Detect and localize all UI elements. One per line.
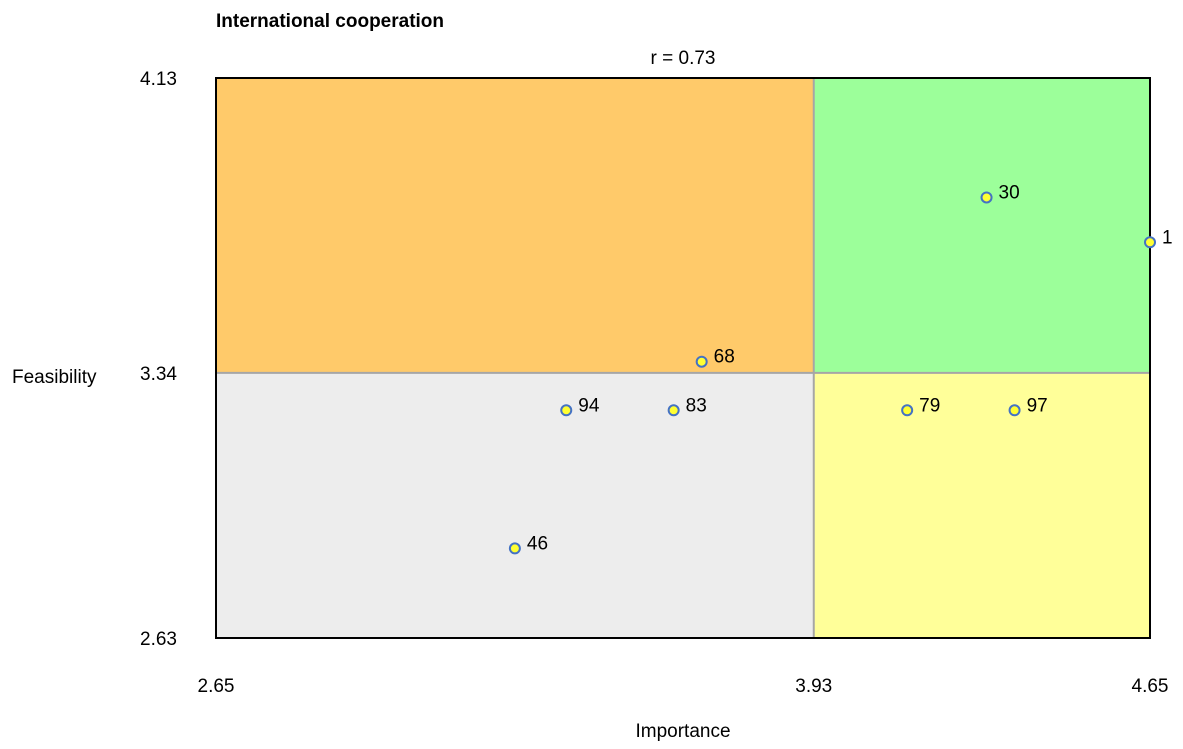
data-point-label: 68: [714, 347, 735, 368]
data-point-label: 79: [919, 395, 940, 416]
data-point-label: 1: [1162, 227, 1173, 248]
y-tick-label: 2.63: [140, 629, 177, 650]
x-tick-labels: 2.65 3.93 4.65: [198, 676, 1169, 697]
data-point-label: 83: [686, 395, 707, 416]
data-point-label: 94: [578, 395, 600, 416]
data-point: [508, 542, 521, 555]
data-point: [560, 404, 573, 417]
data-point-label: 97: [1027, 395, 1048, 416]
chart-title: International cooperation: [216, 11, 444, 32]
data-points: 1 30 68 94 83 79 97 46: [508, 182, 1173, 555]
y-axis-label: Feasibility: [12, 367, 97, 388]
data-point-label: 30: [999, 182, 1020, 203]
chart-subtitle: r = 0.73: [651, 48, 716, 69]
plot-frame: [215, 77, 1151, 639]
data-point: [695, 355, 708, 368]
quadrant-layer: [216, 78, 1150, 638]
data-point: [901, 404, 914, 417]
y-tick-label: 4.13: [140, 69, 177, 90]
data-point: [667, 404, 680, 417]
quadrant-bottom-right: [813, 372, 1150, 638]
data-point-label: 46: [527, 533, 548, 554]
x-tick-label: 3.93: [795, 676, 832, 697]
x-tick-label: 4.65: [1132, 676, 1169, 697]
x-axis-label: Importance: [635, 721, 730, 742]
quadrant-top-right: [813, 78, 1150, 373]
quadrant-bottom-left: [216, 372, 814, 638]
data-point: [1144, 236, 1156, 249]
data-point: [980, 191, 993, 204]
data-point: [1008, 404, 1021, 417]
quadrant-top-left: [216, 78, 814, 373]
divider-layer: [216, 78, 1150, 638]
y-tick-labels: 4.13 3.34 2.63: [140, 69, 177, 650]
y-tick-label: 3.34: [140, 364, 177, 385]
x-tick-label: 2.65: [198, 676, 235, 697]
